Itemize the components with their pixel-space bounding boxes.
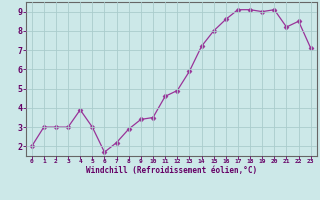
X-axis label: Windchill (Refroidissement éolien,°C): Windchill (Refroidissement éolien,°C) [86,166,257,175]
